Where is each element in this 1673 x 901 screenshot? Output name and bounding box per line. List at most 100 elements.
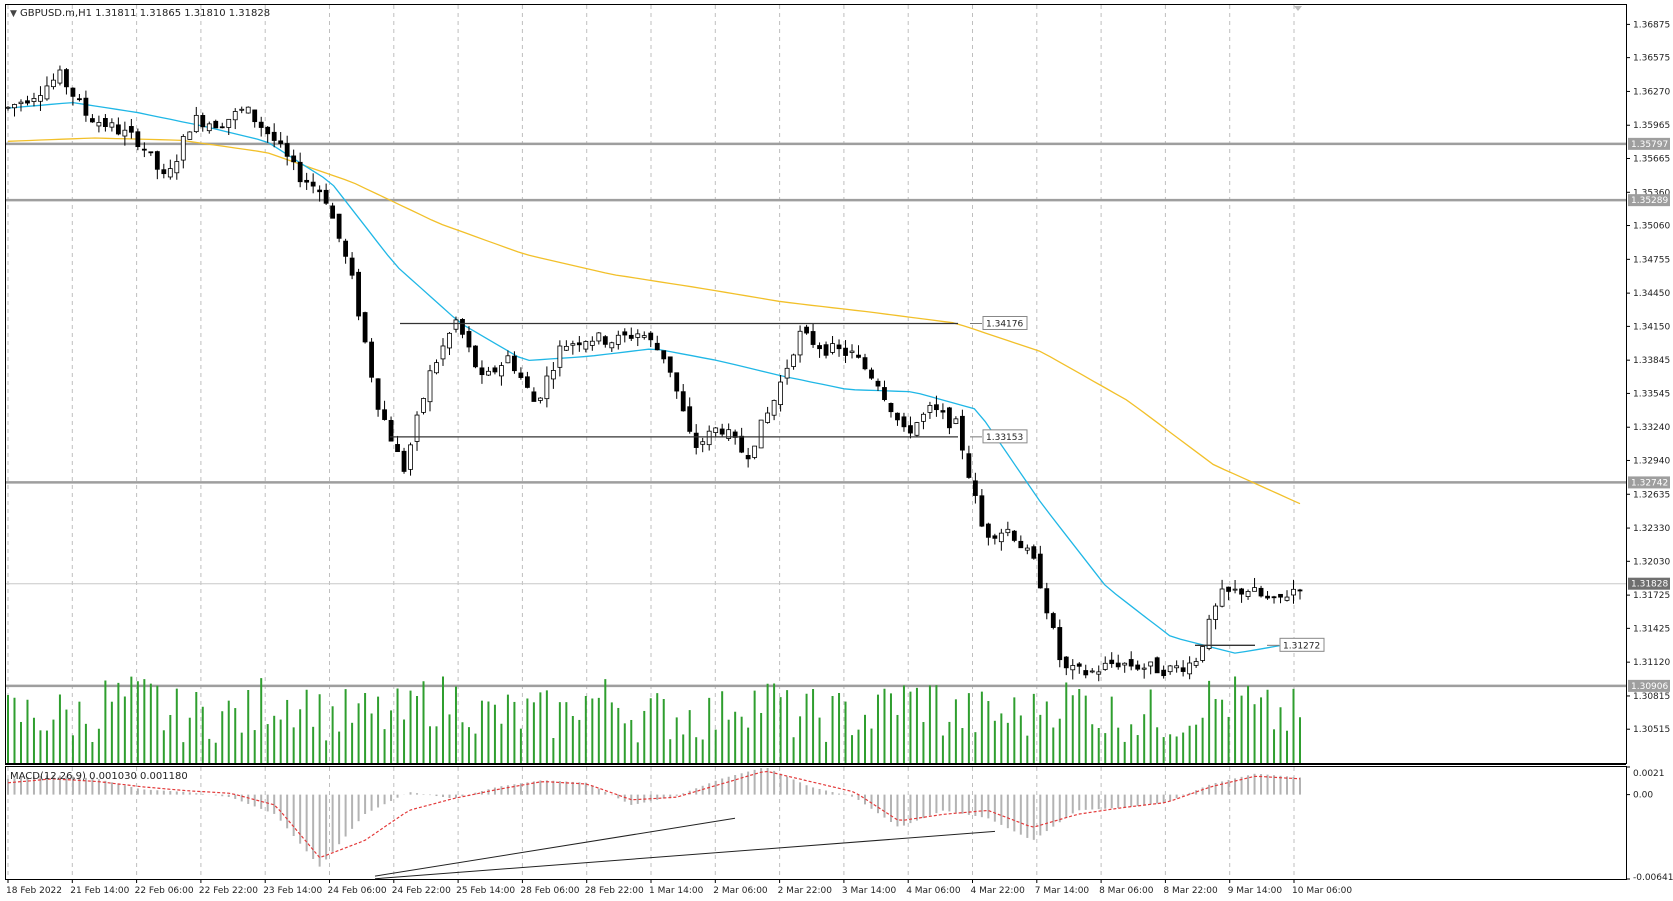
candle-body [674,372,680,392]
candle-body [271,131,277,141]
time-tick-label: 9 Mar 14:00 [1228,886,1283,896]
candle-body [200,115,206,128]
candle-body [1031,546,1037,559]
candle-body [1291,588,1296,596]
candle-body [752,445,758,458]
candle-body [836,344,842,350]
candle-body [284,143,290,157]
candle-body [758,419,764,449]
candle-body [1252,587,1257,592]
candle-body [1284,596,1290,601]
candle-body [12,104,17,109]
chart-shift-marker[interactable] [1294,6,1302,11]
chart-menu-arrow[interactable]: ▼ [10,9,17,19]
candle-body [823,344,829,356]
candle-body [895,412,900,421]
divergence-lines[interactable] [374,817,996,880]
macd-indicator [7,767,1301,867]
candle-body [979,495,985,527]
candle-body [1213,605,1218,620]
candle-body [362,312,368,343]
candle-body [1239,588,1244,595]
candle-body [109,122,115,128]
macd-signal-line [7,770,1301,859]
candle-body [518,372,524,378]
candle-body [219,126,225,129]
candle-body [934,404,939,411]
candle-body [1226,586,1231,592]
candle-body [797,330,803,356]
candle-body [167,168,173,178]
candle-body [310,181,316,187]
candle-body [563,345,569,351]
candle-body [154,151,160,170]
price-tick-label: 1.34150 [1633,322,1670,332]
candle-body [291,155,297,163]
horizontal-levels[interactable] [6,142,1626,688]
candle-body [1024,547,1030,551]
price-level-tag [1628,137,1670,150]
candle-body [245,106,251,114]
candle-body [1271,596,1277,599]
candle-body [258,121,264,128]
volume-bars [7,676,1301,763]
candle-body [1128,659,1134,667]
candle-body [1063,656,1069,669]
candle-body [544,375,550,400]
candle-body [1044,588,1050,614]
candle-body [96,122,102,127]
range-label-text: 1.33153 [986,433,1023,443]
range-label-box [982,429,1028,444]
candle-body [239,108,245,111]
time-tick-label: 3 Mar 14:00 [842,886,897,896]
price-tick-label: 1.32030 [1633,557,1670,567]
candle-body [1174,665,1180,669]
range-label-box [982,315,1028,330]
candle-body [414,414,420,442]
candle-body [330,205,336,219]
time-tick-label: 18 Feb 2022 [6,886,62,896]
candle-body [232,111,238,121]
candle-body [537,397,543,401]
candle-body [486,370,491,376]
price-tick-label: 1.33545 [1633,389,1670,399]
candle-body [226,118,232,128]
candle-body [972,480,978,496]
candle-body [635,333,641,338]
time-tick-label: 10 Mar 06:00 [1292,886,1352,896]
macd-pane-frame [5,766,1627,880]
price-level-tag [1628,476,1670,489]
candle-body [622,331,628,336]
candle-body [940,410,946,413]
candle-body [901,416,907,428]
candle-body [719,428,725,435]
candle-body [888,403,894,413]
price-level-tag-text: 1.32742 [1631,478,1668,488]
price-tick-label: 1.33845 [1633,356,1670,366]
candle-body [421,398,426,413]
price-tick-label: 1.32330 [1633,524,1670,534]
candle-body [745,454,751,460]
candle-body [875,380,881,387]
range-trend-lines[interactable]: 1.34176 1.33153 1.31272 [390,315,1325,652]
candle-body [102,118,108,128]
candle-body [135,131,141,148]
candle-body [297,161,303,183]
candle-body [959,415,965,451]
range-label-text: 1.31272 [1283,641,1320,651]
candle-body [1206,618,1212,649]
candle-body [1219,588,1225,607]
candle-body [661,350,667,360]
candle-body [817,345,822,350]
time-tick-label: 2 Mar 22:00 [778,886,833,896]
time-tick-label: 28 Feb 06:00 [520,886,579,896]
time-tick-label: 21 Feb 14:00 [70,886,129,896]
moving-average-slow [7,137,1301,505]
candle-body [1193,661,1199,666]
time-tick-label: 7 Mar 14:00 [1035,886,1090,896]
candle-body [648,332,654,341]
candle-body [1115,662,1121,668]
price-tick-label: 1.35060 [1633,222,1670,232]
